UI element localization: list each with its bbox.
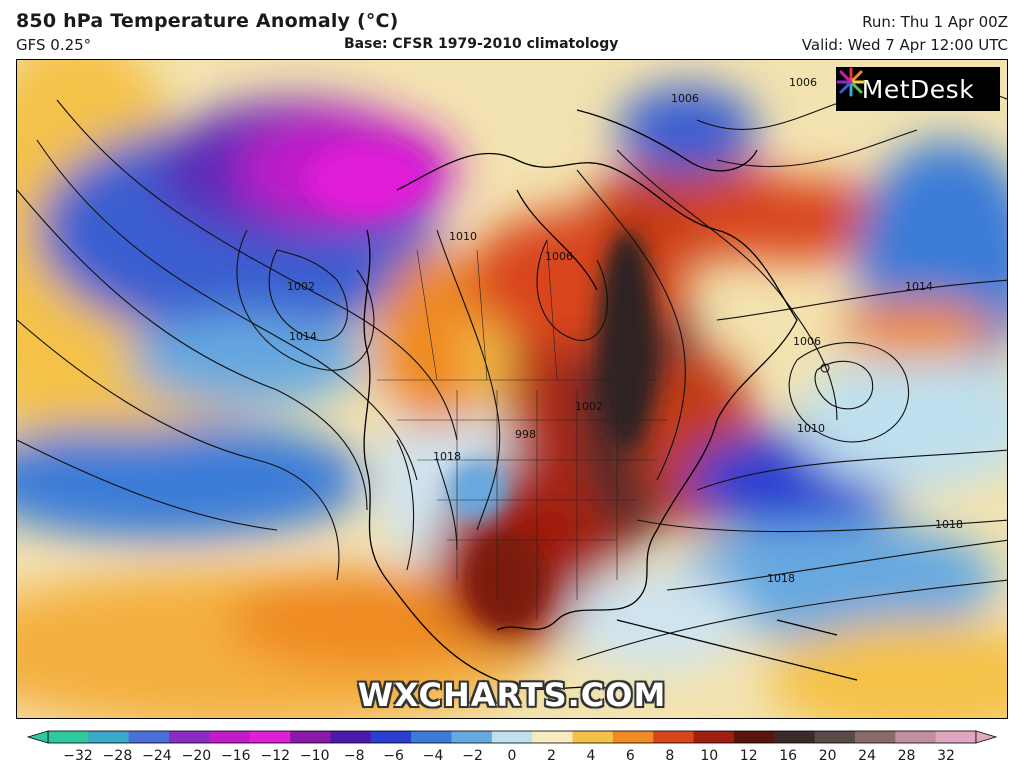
colorbar-segment (88, 731, 130, 743)
colorbar-segment (572, 731, 614, 743)
wxcharts-watermark: WXCHARTS.COM (357, 676, 667, 714)
isobars (17, 85, 1007, 661)
colorbar-segment (693, 731, 735, 743)
chart-header: 850 hPa Temperature Anomaly (°C) GFS 0.2… (0, 0, 1024, 58)
colorbar-tick-label: −2 (462, 748, 483, 764)
isobar-label: 1002 (575, 400, 603, 413)
colorbar-segment (935, 731, 977, 743)
colorbar-tick-label: −10 (299, 748, 330, 764)
colorbar-tick-label: −16 (221, 748, 251, 764)
colorbar-strip (26, 730, 998, 744)
isobar-label: 1018 (935, 518, 963, 531)
colorbar-tick-label: 16 (779, 748, 798, 764)
model-label: GFS 0.25° (16, 36, 92, 54)
colorbar-segment (733, 731, 775, 743)
colorbar-tick-label: 2 (546, 748, 556, 764)
colorbar-tick-label: 28 (897, 748, 916, 764)
colorbar-tick-label: 0 (507, 748, 517, 764)
climatology-base-label: Base: CFSR 1979-2010 climatology (344, 36, 619, 52)
metdesk-logo: MetDesk (836, 67, 1000, 111)
colorbar-segment (612, 731, 654, 743)
colorbar-segment (370, 731, 412, 743)
isobar-label: 1006 (671, 92, 699, 105)
colorbar-segment (128, 731, 170, 743)
colorbar-legend: −32 −28 −24 −20 −16 −12 −10 −8 −6 −4 −2 0 2 4 6 8 10 12 16… (16, 726, 1008, 784)
isobar-label: 1010 (449, 230, 477, 243)
colorbar-tick-label: 4 (586, 748, 596, 764)
anomaly-map: 1006 1014 1010 1006 1002 1014 1006 1010 … (16, 59, 1008, 719)
colorbar-segment (411, 731, 452, 743)
borders (377, 239, 667, 620)
colorbar-tick-label: 12 (739, 748, 758, 764)
colorbar-tick-label: −4 (422, 748, 444, 764)
colorbar-segment (854, 731, 896, 743)
coastlines (363, 109, 858, 691)
colorbar-segment (774, 731, 816, 743)
isobar-label: 1010 (797, 422, 825, 435)
colorbar-segment (209, 731, 251, 743)
isobar-label: 1014 (905, 280, 933, 293)
colorbar-tick-label: 6 (625, 748, 635, 764)
colorbar-segment (249, 731, 291, 743)
map-canvas: 1006 1014 1010 1006 1002 1014 1006 1010 … (17, 60, 1007, 718)
colorbar-segment (895, 731, 937, 743)
colorbar-segment (169, 731, 210, 743)
isobar-label: 1006 (789, 76, 817, 89)
colorbar-tick-label: 24 (858, 748, 876, 764)
colorbar-segment (451, 731, 493, 743)
colorbar-segment (814, 731, 856, 743)
colorbar-tick-label: −8 (343, 748, 365, 764)
isobar-labels: 1006 1014 1010 1006 1002 1014 1006 1010 … (287, 76, 963, 585)
colorbar-tick-label: −12 (260, 748, 291, 764)
colorbar-segment (532, 731, 574, 743)
isobar-label: 998 (515, 428, 536, 441)
temperature-detail (307, 145, 657, 630)
colorbar-tick-label: −28 (102, 748, 133, 764)
colorbar-segment (653, 731, 695, 743)
colorbar-tick-label: −20 (181, 748, 212, 764)
metdesk-logo-text: MetDesk (861, 74, 975, 104)
isobar-label: 1006 (545, 250, 573, 263)
run-time-label: Run: Thu 1 Apr 00Z (862, 13, 1008, 31)
colorbar-tick-label: 10 (700, 748, 719, 764)
colorbar-tick-label: 8 (665, 748, 675, 764)
colorbar-segment (330, 731, 372, 743)
colorbar-segment (48, 731, 89, 743)
colorbar-tick-label: 32 (937, 748, 955, 764)
colorbar-tick-label: 20 (818, 748, 837, 764)
chart-title: 850 hPa Temperature Anomaly (°C) (16, 10, 399, 32)
colorbar-tick-label: −24 (142, 748, 172, 764)
colorbar-min-arrow (26, 730, 49, 744)
colorbar-segment (491, 731, 533, 743)
sunburst-icon (836, 67, 866, 97)
isobar-label: 1006 (793, 335, 821, 348)
isobar-label: 1018 (433, 450, 461, 463)
valid-time-label: Valid: Wed 7 Apr 12:00 UTC (801, 36, 1008, 54)
isobar-label: 1014 (289, 330, 317, 343)
isobar-label: 1002 (287, 280, 315, 293)
colorbar-segment (290, 731, 331, 743)
colorbar-tick-label: −6 (383, 748, 404, 764)
colorbar-max-arrow (975, 730, 998, 744)
colorbar-tick-label: −32 (63, 748, 93, 764)
isobar-label: 1018 (767, 572, 795, 585)
